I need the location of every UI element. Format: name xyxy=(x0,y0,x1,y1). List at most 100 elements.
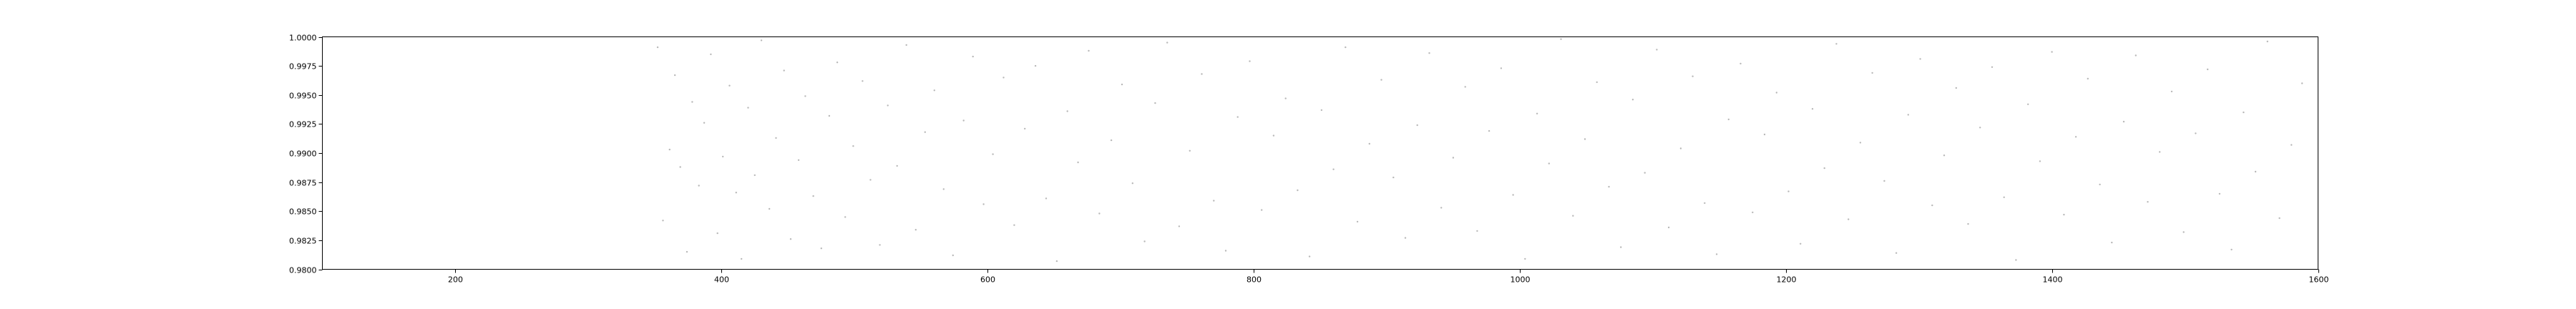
data-point xyxy=(896,165,898,167)
data-point xyxy=(2015,259,2017,261)
data-point xyxy=(1608,185,1610,188)
data-point xyxy=(1131,182,1134,185)
data-point xyxy=(1428,52,1430,54)
data-point xyxy=(703,122,706,124)
data-point xyxy=(2147,201,2149,203)
data-point xyxy=(1667,226,1670,229)
data-point xyxy=(1201,73,1203,75)
data-point xyxy=(1656,49,1658,51)
data-point xyxy=(728,84,731,87)
data-point xyxy=(722,155,724,158)
data-point xyxy=(686,250,688,253)
data-point xyxy=(2230,248,2233,251)
y-axis: 0.9800 0.9825 0.9850 0.9875 0.9900 0.9925 0.99… xyxy=(289,34,323,275)
data-point xyxy=(1835,43,1838,45)
data-point xyxy=(1907,114,1909,116)
y-tick-label: 0.9950 xyxy=(289,92,317,101)
data-point xyxy=(1308,255,1311,258)
data-point xyxy=(1979,127,1981,129)
data-point xyxy=(852,145,854,147)
data-point xyxy=(1224,250,1227,252)
data-point xyxy=(812,195,814,197)
data-point xyxy=(1584,138,1586,140)
data-point xyxy=(710,53,712,56)
data-point xyxy=(1297,189,1299,192)
y-tick-label: 0.9900 xyxy=(289,149,317,159)
data-point xyxy=(820,247,823,250)
data-point xyxy=(962,119,965,122)
data-point xyxy=(1249,60,1251,62)
data-point xyxy=(1261,209,1263,211)
data-point xyxy=(2074,136,2077,138)
data-point xyxy=(1024,127,1026,130)
data-point xyxy=(2039,160,2041,162)
data-point xyxy=(760,39,763,41)
data-point xyxy=(914,229,917,231)
data-point xyxy=(1704,202,1706,205)
data-point xyxy=(1320,109,1323,112)
data-point xyxy=(1098,212,1101,215)
data-point xyxy=(1500,67,1503,69)
x-tick-label: 200 xyxy=(448,275,463,285)
data-point xyxy=(1013,224,1015,226)
data-point xyxy=(789,238,792,240)
data-point xyxy=(1859,142,1862,144)
data-point xyxy=(2122,120,2125,123)
data-point xyxy=(1787,190,1790,192)
data-point xyxy=(1848,218,1850,220)
data-point xyxy=(2135,54,2137,57)
data-point xyxy=(1752,211,1754,214)
data-point xyxy=(1416,124,1418,127)
data-point xyxy=(1883,180,1885,182)
data-point xyxy=(716,232,718,235)
data-point xyxy=(1488,129,1491,132)
data-point xyxy=(1943,154,1946,157)
data-point xyxy=(905,44,907,46)
x-tick-label: 1000 xyxy=(1511,275,1531,285)
data-point xyxy=(753,174,756,177)
data-point xyxy=(1775,92,1777,94)
data-point xyxy=(1800,242,1802,245)
y-tick-label: 0.9975 xyxy=(289,62,317,72)
data-point xyxy=(1380,79,1382,81)
data-point xyxy=(972,55,974,58)
data-point xyxy=(1452,157,1455,159)
data-point xyxy=(924,131,927,133)
x-tick-label: 1600 xyxy=(2309,275,2329,285)
data-point xyxy=(942,188,945,190)
data-point xyxy=(769,207,771,210)
data-point xyxy=(1476,230,1478,232)
data-point xyxy=(1272,134,1275,137)
data-point xyxy=(1055,260,1058,263)
data-point xyxy=(2159,151,2161,153)
data-point xyxy=(1644,172,1646,174)
data-point xyxy=(1284,97,1287,99)
data-point xyxy=(952,254,955,257)
plot-frame xyxy=(322,36,2318,270)
data-point xyxy=(1631,99,1634,101)
data-point xyxy=(1236,116,1239,118)
data-point xyxy=(862,80,864,82)
data-point xyxy=(2278,217,2280,220)
y-tick-label: 1.0000 xyxy=(289,34,317,43)
data-point xyxy=(1213,200,1215,202)
data-point xyxy=(2087,77,2089,80)
data-point xyxy=(2111,241,2113,244)
data-point xyxy=(1404,237,1407,239)
data-point xyxy=(1620,246,1622,248)
data-point xyxy=(2243,111,2245,114)
data-point xyxy=(679,166,681,168)
data-point xyxy=(933,89,936,92)
data-point xyxy=(775,137,777,139)
x-tick-label: 1200 xyxy=(1777,275,1797,285)
data-point xyxy=(1077,161,1079,164)
data-point xyxy=(668,148,670,151)
data-point xyxy=(1727,118,1729,121)
data-point xyxy=(1045,197,1048,200)
data-point xyxy=(735,192,738,194)
data-point xyxy=(1178,225,1181,227)
data-point xyxy=(2218,192,2221,195)
data-point xyxy=(741,258,743,260)
data-point xyxy=(2051,51,2053,53)
